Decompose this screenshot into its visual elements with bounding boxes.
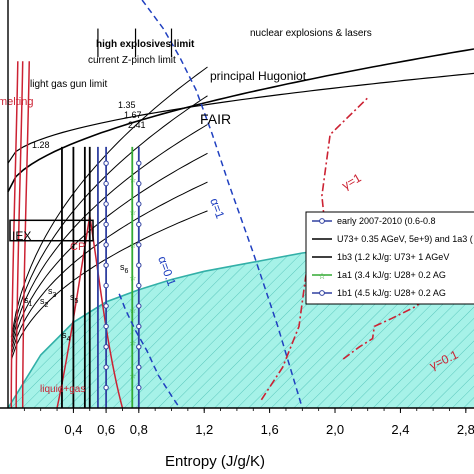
x-tick-label: 2,8 bbox=[457, 422, 474, 437]
data-marker bbox=[136, 323, 142, 330]
legend-marker bbox=[319, 290, 325, 296]
isentrope-curve bbox=[10, 152, 208, 351]
star-marker: ☆ bbox=[129, 339, 136, 348]
legend-label: 1a1 (3.4 kJ/g: U28+ 0.2 AG bbox=[337, 270, 446, 280]
label-light-gas-gun: light gas gun limit bbox=[30, 79, 107, 90]
legend-label: early 2007-2010 (0.6-0.8 bbox=[337, 216, 436, 226]
melting-curve bbox=[10, 61, 19, 408]
s-label: s5 bbox=[70, 292, 79, 305]
data-marker bbox=[103, 282, 109, 289]
x-axis-label: Entropy (J/g/K) bbox=[165, 453, 265, 470]
alpha1-line bbox=[141, 0, 304, 408]
data-marker bbox=[103, 344, 109, 350]
data-marker bbox=[103, 262, 109, 268]
star-marker: ☆ bbox=[129, 176, 136, 185]
x-tick-label: 1,6 bbox=[261, 422, 279, 437]
data-marker bbox=[136, 242, 142, 248]
s-label: s2 bbox=[40, 296, 49, 309]
label-zpinch: current Z-pinch limit bbox=[88, 55, 176, 66]
data-marker bbox=[103, 323, 109, 330]
data-marker bbox=[103, 242, 109, 248]
x-tick-label: 2,4 bbox=[391, 422, 409, 437]
s-label: s4 bbox=[62, 330, 71, 343]
star-marker: ☆ bbox=[129, 241, 136, 250]
data-marker bbox=[136, 160, 142, 166]
data-marker bbox=[136, 221, 142, 228]
data-marker bbox=[103, 221, 109, 228]
legend-label: U73+ 0.35 AGeV, 5e+9) and 1a3 ( bbox=[337, 234, 473, 244]
data-marker bbox=[136, 262, 142, 268]
alpha01-line bbox=[118, 293, 181, 408]
data-marker bbox=[136, 344, 142, 350]
label-fair: FAIR bbox=[200, 111, 231, 127]
label-nuclear: nuclear explosions & lasers bbox=[250, 28, 372, 39]
hugoniot-label: 2.41 bbox=[128, 120, 146, 130]
label-alpha1: α=1 bbox=[207, 196, 227, 220]
data-marker bbox=[103, 180, 109, 187]
legend-label: 1b3 (1.2 kJ/g: U73+ 1 AGeV bbox=[337, 252, 449, 262]
legend: early 2007-2010 (0.6-0.8 U73+ 0.35 AGeV, … bbox=[305, 211, 474, 305]
s-label: s6 bbox=[120, 262, 129, 275]
data-marker bbox=[103, 364, 109, 370]
data-marker bbox=[103, 303, 109, 309]
star-marker: ☆ bbox=[129, 208, 136, 217]
label-iex: IEX bbox=[12, 229, 31, 243]
isentrope-curve bbox=[10, 66, 208, 338]
label-gamma1: γ=1 bbox=[340, 170, 364, 192]
x-tick-label: 2,0 bbox=[326, 422, 344, 437]
x-tick-label: 0,4 bbox=[64, 422, 82, 437]
data-marker bbox=[136, 201, 142, 207]
hugoniot-label: 1.35 bbox=[118, 100, 136, 110]
iex-box bbox=[9, 219, 94, 242]
legend-marker bbox=[319, 218, 325, 224]
s-label: s1 bbox=[24, 295, 33, 308]
data-marker bbox=[136, 364, 142, 370]
legend-marker: ☆ bbox=[318, 271, 326, 281]
data-marker bbox=[136, 384, 142, 391]
star-marker: ☆ bbox=[129, 371, 136, 380]
data-marker bbox=[103, 160, 109, 166]
x-tick-label: 1,2 bbox=[195, 422, 213, 437]
data-marker bbox=[136, 303, 142, 309]
data-marker bbox=[136, 282, 142, 289]
label-principal-hugoniot: principal Hugoniot bbox=[210, 69, 307, 83]
melting-curve bbox=[21, 61, 31, 408]
isentrope-curve bbox=[10, 181, 208, 356]
legend-label: 1b1 (4.5 kJ/g: U28+ 0.2 AG bbox=[337, 288, 446, 298]
x-tick-label: 0,8 bbox=[130, 422, 148, 437]
star-marker: ☆ bbox=[129, 273, 136, 282]
data-marker bbox=[103, 201, 109, 207]
label-cp: CP bbox=[70, 241, 85, 253]
principal-hugoniot-curve bbox=[7, 72, 474, 164]
isentrope-curve bbox=[10, 124, 208, 347]
label-melting: melting bbox=[0, 96, 33, 108]
hugoniot-label: 1.28 bbox=[32, 140, 50, 150]
melting-curve bbox=[15, 61, 24, 408]
label-liquid-gas: liquid+gas bbox=[40, 384, 85, 395]
data-marker bbox=[136, 180, 142, 187]
x-tick-label: 0,6 bbox=[97, 422, 115, 437]
isentrope-curve bbox=[10, 210, 208, 360]
s-label: s3 bbox=[48, 286, 57, 299]
star-marker: ☆ bbox=[129, 306, 136, 315]
legend-box bbox=[305, 211, 474, 305]
hugoniot-label: 1.67 bbox=[124, 110, 142, 120]
label-high-explosives: high explosives limit bbox=[96, 39, 195, 50]
data-marker bbox=[103, 384, 109, 391]
isentrope-curve bbox=[10, 95, 208, 342]
upper-limit-curve bbox=[7, 48, 474, 193]
plot-area: ☆ ☆ ☆ ☆ ☆ ☆ ☆ nuclear explosions & lasers high e… bbox=[0, 0, 474, 408]
